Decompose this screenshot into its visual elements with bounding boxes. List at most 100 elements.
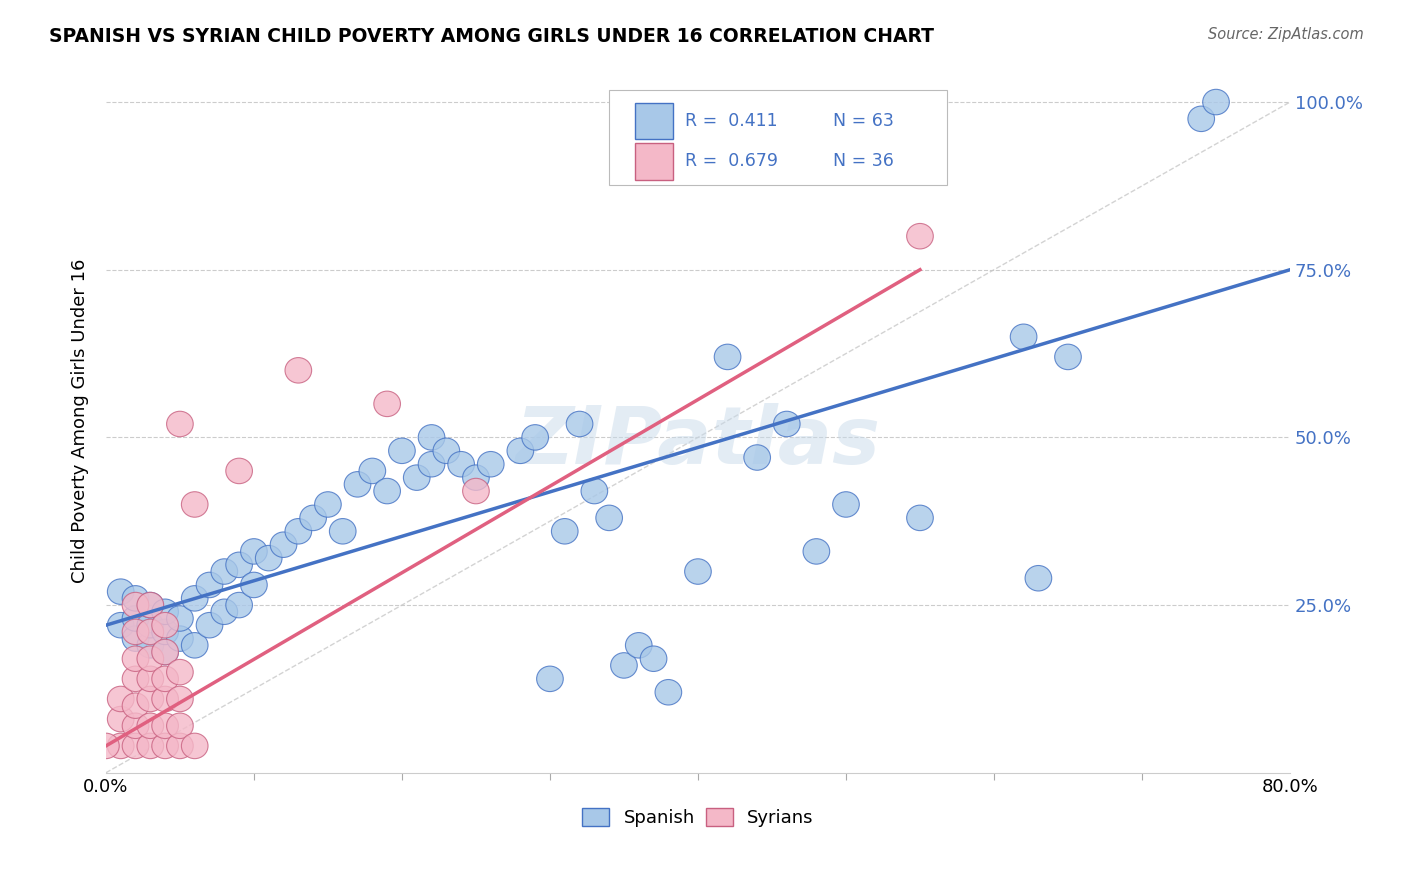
- Ellipse shape: [107, 579, 134, 605]
- Ellipse shape: [655, 680, 682, 705]
- Ellipse shape: [136, 666, 163, 691]
- Ellipse shape: [181, 586, 208, 611]
- Ellipse shape: [478, 451, 505, 477]
- Ellipse shape: [122, 606, 149, 632]
- Ellipse shape: [463, 465, 489, 491]
- Ellipse shape: [522, 425, 548, 450]
- Ellipse shape: [1054, 344, 1081, 369]
- Ellipse shape: [1202, 89, 1229, 115]
- Ellipse shape: [226, 552, 253, 578]
- Ellipse shape: [463, 478, 489, 504]
- Ellipse shape: [122, 646, 149, 672]
- Ellipse shape: [270, 532, 297, 558]
- Ellipse shape: [567, 411, 593, 437]
- Text: N = 63: N = 63: [832, 112, 894, 130]
- Ellipse shape: [240, 539, 267, 564]
- Ellipse shape: [404, 465, 430, 491]
- Ellipse shape: [136, 592, 163, 618]
- Ellipse shape: [1025, 566, 1052, 591]
- Ellipse shape: [299, 505, 326, 531]
- Ellipse shape: [285, 518, 312, 544]
- Ellipse shape: [388, 438, 415, 464]
- Ellipse shape: [152, 666, 179, 691]
- Ellipse shape: [107, 686, 134, 712]
- Text: SPANISH VS SYRIAN CHILD POVERTY AMONG GIRLS UNDER 16 CORRELATION CHART: SPANISH VS SYRIAN CHILD POVERTY AMONG GI…: [49, 27, 934, 45]
- Ellipse shape: [122, 626, 149, 651]
- Ellipse shape: [152, 733, 179, 759]
- Ellipse shape: [285, 358, 312, 383]
- FancyBboxPatch shape: [636, 103, 673, 139]
- Ellipse shape: [166, 606, 193, 632]
- Ellipse shape: [714, 344, 741, 369]
- Ellipse shape: [1011, 324, 1036, 350]
- Ellipse shape: [256, 545, 283, 571]
- Ellipse shape: [197, 613, 222, 638]
- Ellipse shape: [240, 572, 267, 598]
- Ellipse shape: [907, 505, 934, 531]
- Ellipse shape: [152, 686, 179, 712]
- Ellipse shape: [626, 632, 652, 658]
- Ellipse shape: [359, 458, 385, 483]
- Ellipse shape: [685, 558, 711, 584]
- Ellipse shape: [152, 613, 179, 638]
- Ellipse shape: [418, 425, 444, 450]
- Ellipse shape: [136, 613, 163, 638]
- FancyBboxPatch shape: [636, 144, 673, 180]
- Ellipse shape: [181, 632, 208, 658]
- Ellipse shape: [773, 411, 800, 437]
- Ellipse shape: [433, 438, 460, 464]
- Ellipse shape: [832, 491, 859, 517]
- Ellipse shape: [122, 693, 149, 718]
- Ellipse shape: [596, 505, 623, 531]
- Ellipse shape: [418, 451, 444, 477]
- Ellipse shape: [136, 592, 163, 618]
- Ellipse shape: [1188, 106, 1215, 131]
- Ellipse shape: [211, 599, 238, 624]
- Ellipse shape: [181, 491, 208, 517]
- Ellipse shape: [166, 659, 193, 685]
- Ellipse shape: [803, 539, 830, 564]
- Text: ZIPatlas: ZIPatlas: [516, 403, 880, 481]
- Ellipse shape: [136, 713, 163, 739]
- Ellipse shape: [374, 478, 401, 504]
- Text: N = 36: N = 36: [832, 153, 894, 170]
- Ellipse shape: [610, 653, 637, 678]
- Ellipse shape: [166, 411, 193, 437]
- Ellipse shape: [107, 706, 134, 731]
- Ellipse shape: [166, 713, 193, 739]
- Ellipse shape: [152, 640, 179, 665]
- Ellipse shape: [581, 478, 607, 504]
- Ellipse shape: [166, 626, 193, 651]
- Text: Source: ZipAtlas.com: Source: ZipAtlas.com: [1208, 27, 1364, 42]
- Ellipse shape: [449, 451, 474, 477]
- Ellipse shape: [508, 438, 534, 464]
- Ellipse shape: [226, 458, 253, 483]
- Ellipse shape: [551, 518, 578, 544]
- Ellipse shape: [907, 224, 934, 249]
- Ellipse shape: [197, 572, 222, 598]
- Ellipse shape: [329, 518, 356, 544]
- Ellipse shape: [136, 632, 163, 658]
- Ellipse shape: [181, 733, 208, 759]
- Ellipse shape: [122, 592, 149, 618]
- FancyBboxPatch shape: [609, 90, 946, 185]
- Ellipse shape: [107, 613, 134, 638]
- Text: R =  0.411: R = 0.411: [685, 112, 778, 130]
- Ellipse shape: [122, 619, 149, 645]
- Ellipse shape: [122, 713, 149, 739]
- Ellipse shape: [122, 666, 149, 691]
- Ellipse shape: [93, 733, 120, 759]
- Ellipse shape: [640, 646, 666, 672]
- Ellipse shape: [152, 713, 179, 739]
- Ellipse shape: [136, 646, 163, 672]
- Ellipse shape: [152, 640, 179, 665]
- Ellipse shape: [315, 491, 342, 517]
- Text: R =  0.679: R = 0.679: [685, 153, 778, 170]
- Ellipse shape: [136, 686, 163, 712]
- Ellipse shape: [122, 733, 149, 759]
- Ellipse shape: [152, 619, 179, 645]
- Ellipse shape: [152, 599, 179, 624]
- Ellipse shape: [374, 391, 401, 417]
- Ellipse shape: [744, 445, 770, 470]
- Ellipse shape: [211, 558, 238, 584]
